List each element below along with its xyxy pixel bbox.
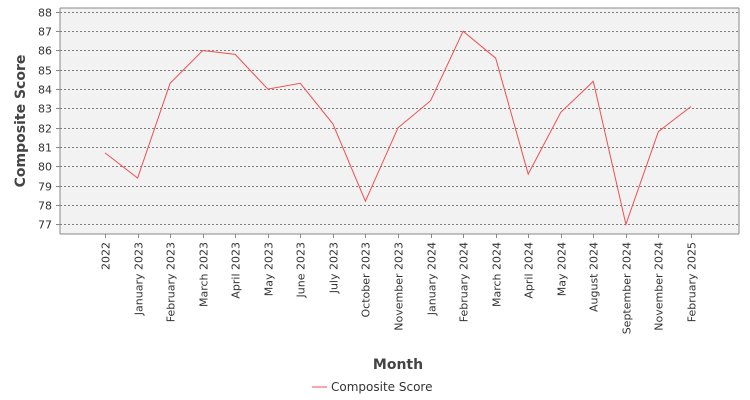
x-tick-label: November 2023 <box>393 242 406 331</box>
legend-label: Composite Score <box>331 380 432 394</box>
x-tick-label: 2022 <box>100 242 113 270</box>
x-tick-label: March 2023 <box>198 242 211 307</box>
x-tick-label: February 2024 <box>458 242 471 322</box>
x-tick-label: May 2023 <box>263 242 276 296</box>
x-tick-label: March 2024 <box>491 242 504 307</box>
x-tick-label: April 2023 <box>230 242 243 299</box>
y-tick-label: 82 <box>38 123 52 136</box>
y-tick-label: 88 <box>38 7 52 20</box>
y-tick-label: 77 <box>38 219 52 232</box>
x-tick-label: May 2024 <box>556 242 569 296</box>
x-tick-label: July 2023 <box>328 242 341 294</box>
y-tick-label: 81 <box>38 142 52 155</box>
y-tick-label: 86 <box>38 45 52 58</box>
y-tick-label: 79 <box>38 181 52 194</box>
x-tick-label: February 2025 <box>686 242 699 322</box>
x-tick-label: November 2024 <box>653 242 666 331</box>
y-tick-label: 83 <box>38 103 52 116</box>
series-layer <box>104 30 692 227</box>
x-axis-title: Month <box>373 357 423 373</box>
y-tick-label: 87 <box>38 26 52 39</box>
x-tick-label: April 2024 <box>523 242 536 299</box>
x-tick-label: January 2024 <box>426 242 439 316</box>
y-axis-title: Composite Score <box>13 55 29 188</box>
x-tick-label: August 2024 <box>588 242 601 312</box>
y-tick-label: 85 <box>38 65 52 78</box>
y-axis-ticks: 77 78 79 80 81 82 83 84 85 86 87 88 <box>38 7 60 232</box>
y-tick-label: 78 <box>38 200 52 213</box>
x-tick-label: February 2023 <box>165 242 178 322</box>
series-line <box>104 30 692 227</box>
x-tick-label: September 2024 <box>621 242 634 334</box>
x-axis-ticks: 2022 January 2023 February 2023 March 2023 A… <box>100 234 699 334</box>
x-tick-label: June 2023 <box>295 242 308 298</box>
y-tick-label: 80 <box>38 161 52 174</box>
x-tick-label: January 2023 <box>133 242 146 316</box>
gridlines <box>60 12 739 225</box>
x-tick-label: October 2023 <box>360 242 373 318</box>
y-tick-label: 84 <box>38 84 52 97</box>
plot-background <box>60 8 739 234</box>
legend: Composite Score <box>312 380 432 394</box>
